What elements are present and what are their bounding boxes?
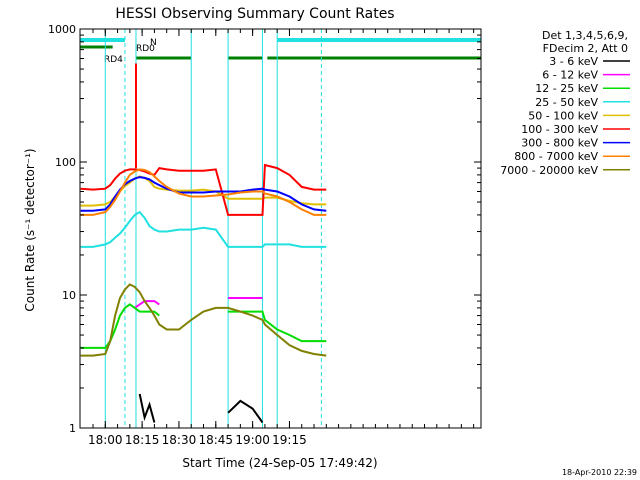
legend-label-6: 300 - 800 keV: [521, 137, 598, 150]
legend-label-2: 12 - 25 keV: [535, 82, 598, 95]
timestamp: 18-Apr-2010 22:39: [562, 468, 637, 477]
x-tick-label-3: 18:45: [198, 433, 233, 447]
axis-ticks: 1 10 100 1000 18:00 18:15 18:30 18:45 19:00 19:15: [48, 23, 481, 447]
series-line-2: [80, 303, 327, 349]
plot-frame: [79, 28, 482, 429]
series-line-6: [80, 176, 327, 212]
legend-label-3: 25 - 50 keV: [535, 96, 598, 109]
series-line-8: [80, 283, 327, 357]
flag-label-rd4: RD4: [104, 55, 123, 65]
legend-label-5: 100 - 300 keV: [521, 123, 598, 136]
legend-label-4: 50 - 100 keV: [528, 109, 598, 122]
x-tick-label-0: 18:00: [88, 433, 123, 447]
y-tick-label-3: 1000: [48, 23, 76, 36]
y-axis-label: Count Rate (s⁻¹ detector⁻¹): [23, 148, 37, 311]
x-axis-label: Start Time (24-Sep-05 17:49:42): [182, 456, 377, 470]
legend-header-0: Det 1,3,4,5,6,9,: [542, 29, 628, 42]
x-tick-label-2: 18:30: [162, 433, 197, 447]
series-line-0: [138, 393, 264, 424]
y-tick-label-1: 10: [62, 289, 76, 302]
legend-label-8: 7000 - 20000 keV: [500, 164, 598, 177]
series-line-1: [134, 297, 263, 309]
series-line-5: [80, 163, 327, 216]
series-lines: [80, 63, 327, 424]
x-tick-label-5: 19:15: [272, 433, 307, 447]
series-line-7: [80, 168, 327, 216]
flag-label-n: N: [150, 38, 157, 48]
legend: Det 1,3,4,5,6,9,FDecim 2, Att 03 - 6 keV…: [500, 29, 630, 177]
flag-label-rd0: RD0: [136, 44, 155, 54]
legend-label-0: 3 - 6 keV: [549, 55, 598, 68]
x-tick-label-4: 19:00: [235, 433, 270, 447]
legend-label-1: 6 - 12 keV: [542, 69, 598, 82]
legend-header-1: FDecim 2, Att 0: [543, 42, 628, 55]
chart-title: HESSI Observing Summary Count Rates: [115, 6, 394, 22]
series-line-3: [80, 210, 327, 248]
y-tick-label-2: 100: [55, 156, 76, 169]
x-tick-label-1: 18:15: [125, 433, 160, 447]
y-tick-label-0: 1: [69, 422, 76, 435]
legend-label-7: 800 - 7000 keV: [514, 150, 598, 163]
